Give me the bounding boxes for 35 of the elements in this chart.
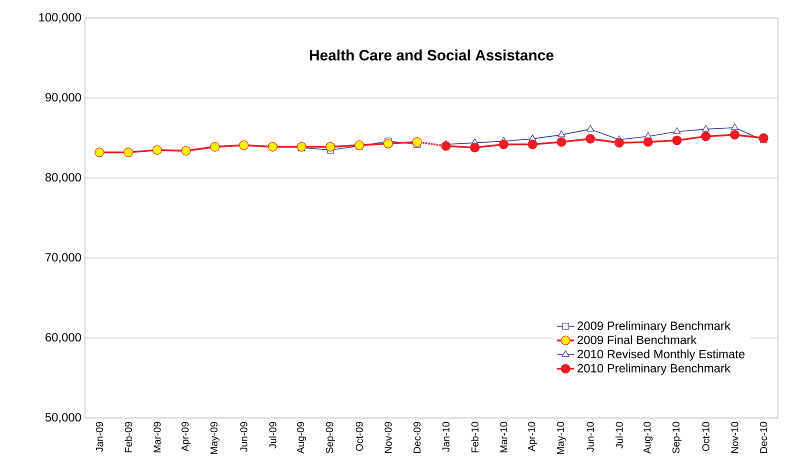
x-tick-label: Feb-10	[471, 422, 478, 452]
x-tick-label: Feb-09	[124, 422, 132, 452]
legend-label: 2010 Revised Monthly Estimate	[578, 350, 745, 361]
legend-label: 2009 Preliminary Benchmark	[578, 321, 730, 332]
x-tick-label: May-09	[210, 422, 220, 454]
text: Health Care and Social Assistance	[310, 50, 554, 60]
y-tick-label: 100,000	[39, 13, 82, 23]
x-tick-label: Aug-09	[297, 422, 306, 454]
x-tick-label: Sep-10	[672, 422, 682, 454]
x-tick-label: Oct-10	[702, 422, 710, 451]
x-tick-label: Jan-09	[96, 422, 103, 452]
y-tick-label: 60,000	[46, 333, 82, 343]
x-tick-label: Nov-09	[384, 422, 392, 453]
x-tick-label: Jun-10	[586, 422, 594, 452]
y-tick-label: 80,000	[45, 173, 82, 183]
y-tick-label: 50,000	[45, 413, 82, 423]
x-tick-label: Jun-09	[240, 422, 248, 452]
x-tick-label: Jan-10	[442, 422, 450, 452]
legend-label: 2009 Final Benchmark	[578, 335, 697, 344]
x-tick-label: Oct-09	[356, 422, 363, 451]
x-tick-label: Dec-10	[760, 422, 768, 453]
y-tick-label: 90,000	[45, 93, 82, 103]
x-tick-label: Jul-10	[616, 422, 623, 448]
x-tick-label: Apr-10	[528, 422, 538, 452]
x-tick-label: Nov-10	[731, 422, 738, 453]
x-tick-label: Mar-09	[154, 422, 161, 452]
x-tick-label: Apr-09	[182, 422, 191, 452]
y-tick-label: 70,000	[46, 253, 82, 263]
x-tick-label: Mar-10	[500, 422, 508, 452]
x-tick-label: May-10	[556, 422, 566, 454]
legend-label: 2010 Preliminary Benchmark	[578, 364, 730, 375]
x-tick-label: Jul-09	[269, 422, 276, 448]
x-tick-label: Dec-09	[414, 422, 421, 453]
x-tick-label: Aug-10	[644, 422, 653, 454]
x-tick-label: Sep-09	[326, 422, 335, 454]
